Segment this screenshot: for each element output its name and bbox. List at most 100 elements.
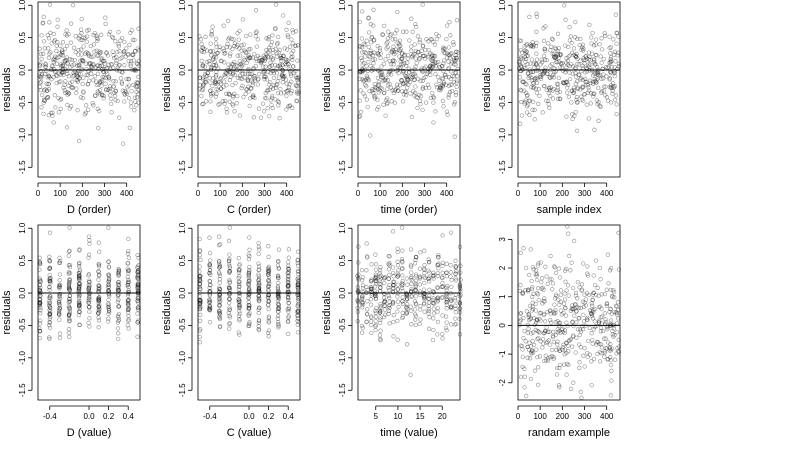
- data-point: [77, 293, 82, 299]
- data-point: [247, 71, 253, 77]
- data-point: [59, 52, 64, 57]
- data-point: [208, 49, 213, 54]
- data-point: [97, 285, 102, 291]
- data-point: [291, 48, 296, 53]
- data-point: [400, 310, 405, 316]
- data-point: [199, 42, 204, 47]
- data-point: [567, 53, 572, 58]
- data-point: [582, 300, 587, 305]
- y-tick-label: -0.5: [18, 318, 27, 332]
- data-point: [564, 341, 569, 346]
- data-point: [553, 69, 558, 74]
- data-point: [605, 98, 611, 103]
- data-point: [37, 63, 42, 68]
- data-point: [200, 62, 205, 68]
- data-point: [444, 109, 450, 114]
- data-point: [197, 278, 202, 284]
- data-point: [126, 279, 131, 285]
- data-point: [449, 304, 454, 309]
- data-point: [585, 271, 590, 276]
- data-point: [229, 61, 235, 67]
- data-point: [41, 111, 46, 117]
- data-point: [364, 284, 369, 290]
- data-point: [213, 81, 218, 86]
- data-point: [207, 307, 212, 312]
- data-point: [106, 75, 112, 80]
- data-point: [454, 80, 459, 85]
- data-point: [531, 330, 536, 335]
- data-point: [208, 93, 214, 98]
- data-point: [52, 56, 57, 61]
- data-point: [607, 346, 612, 351]
- data-point: [598, 304, 603, 309]
- data-point: [66, 90, 71, 96]
- data-point: [135, 311, 140, 316]
- data-point: [564, 65, 569, 70]
- data-point: [217, 234, 222, 239]
- data-point: [593, 71, 598, 76]
- data-point: [241, 42, 246, 47]
- data-point: [98, 50, 104, 55]
- data-point: [373, 294, 378, 299]
- data-point: [47, 272, 52, 278]
- data-point: [545, 98, 551, 104]
- data-point: [417, 92, 422, 98]
- data-point: [246, 271, 252, 276]
- data-point: [592, 282, 598, 288]
- data-point: [568, 386, 574, 391]
- data-point: [436, 261, 441, 266]
- data-point: [563, 17, 568, 22]
- data-point: [386, 308, 391, 313]
- data-point: [355, 298, 360, 303]
- data-point: [270, 68, 275, 74]
- data-point: [611, 326, 617, 331]
- data-point: [531, 291, 536, 296]
- data-point: [78, 58, 83, 63]
- data-point: [57, 285, 62, 290]
- data-point: [614, 330, 619, 335]
- data-point: [610, 322, 616, 327]
- data-point: [91, 33, 96, 38]
- data-point: [120, 70, 125, 75]
- data-point: [208, 258, 213, 263]
- data-point: [457, 332, 463, 337]
- data-point: [518, 250, 523, 256]
- data-point: [38, 74, 43, 79]
- data-point: [227, 270, 232, 275]
- data-point: [96, 66, 101, 72]
- data-point: [399, 256, 405, 262]
- data-point: [605, 327, 610, 332]
- data-point: [135, 275, 140, 280]
- data-point: [418, 250, 423, 255]
- data-point: [364, 268, 369, 273]
- data-point: [372, 96, 378, 101]
- data-point: [207, 270, 212, 275]
- data-point: [269, 63, 274, 68]
- data-point: [553, 320, 558, 325]
- data-point: [572, 306, 577, 311]
- y-tick-label: 0.5: [18, 32, 27, 44]
- data-point: [66, 313, 72, 318]
- data-point: [247, 311, 252, 316]
- y-tick-label: 1.0: [338, 222, 347, 234]
- data-point: [236, 287, 241, 292]
- data-point: [426, 276, 431, 282]
- data-point: [62, 59, 67, 64]
- data-point: [387, 272, 392, 278]
- data-point: [401, 62, 406, 67]
- data-point: [520, 56, 525, 61]
- data-point: [581, 353, 586, 358]
- data-point: [404, 276, 409, 281]
- data-point: [534, 277, 540, 283]
- data-point: [200, 77, 206, 82]
- data-point: [401, 70, 406, 75]
- data-point: [256, 288, 261, 293]
- data-point: [47, 285, 52, 290]
- data-point: [256, 293, 262, 298]
- data-point: [135, 298, 140, 304]
- data-point: [256, 307, 261, 312]
- data-point: [127, 42, 132, 47]
- data-point: [360, 299, 365, 305]
- data-point: [266, 293, 271, 298]
- data-point: [237, 28, 242, 34]
